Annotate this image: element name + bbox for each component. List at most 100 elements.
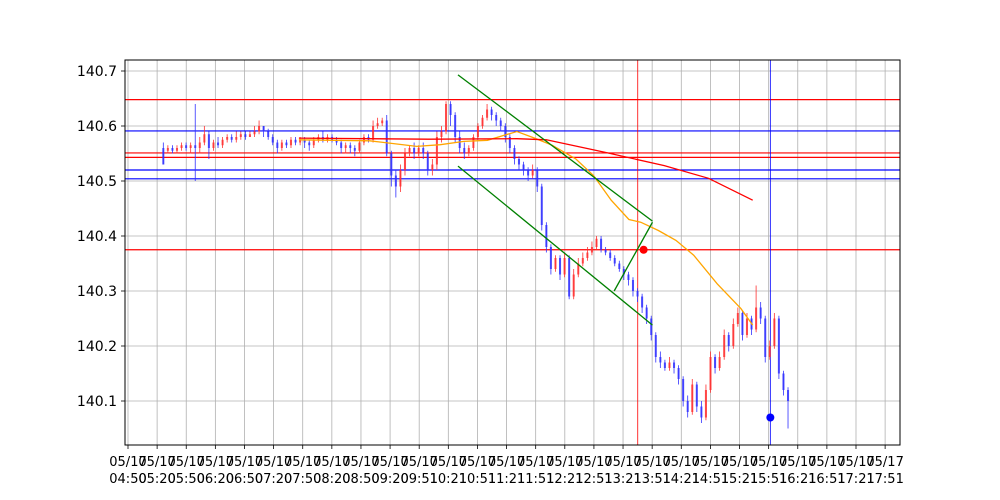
candle-body: [622, 269, 625, 275]
candle-body: [399, 170, 402, 187]
candle-body: [581, 258, 584, 264]
candle-body: [782, 373, 785, 390]
candle-body: [682, 379, 685, 401]
candle-body: [463, 148, 466, 154]
candle-body: [362, 137, 365, 143]
candle-body: [216, 142, 220, 146]
candle-body: [413, 148, 416, 154]
candle-body: [572, 274, 575, 297]
candle-body: [381, 120, 384, 124]
signal-marker: [766, 413, 775, 422]
candle-body: [289, 139, 293, 146]
candle-body: [353, 148, 356, 151]
x-tick-date: 05/17: [138, 455, 175, 470]
candle-body: [385, 120, 388, 154]
x-tick-time: 10:21: [430, 472, 467, 487]
candle-body: [358, 142, 361, 151]
candle-body: [486, 109, 489, 118]
x-tick-date: 05/17: [168, 455, 205, 470]
candle-body: [745, 318, 749, 335]
candle-body: [554, 258, 557, 269]
candle-body: [631, 280, 635, 291]
trend-line: [457, 165, 653, 326]
candle-body: [613, 258, 616, 264]
x-tick-time: 15:21: [721, 472, 758, 487]
candle-body: [759, 307, 762, 319]
x-tick-time: 13:21: [604, 472, 641, 487]
candle-body: [636, 291, 639, 297]
x-tick-time: 14:51: [692, 472, 729, 487]
x-tick-time: 08:50: [342, 472, 379, 487]
candle-body: [440, 131, 443, 137]
candle-body: [280, 142, 283, 148]
horizontal-levels: [125, 98, 900, 251]
candle-body: [472, 137, 475, 148]
candle-body: [768, 346, 771, 357]
x-tick-date: 05/17: [313, 455, 350, 470]
x-tick-date: 05/17: [721, 455, 758, 470]
x-tick-time: 13:51: [633, 472, 670, 487]
x-tick-time: 04:50: [109, 472, 146, 487]
x-tick-time: 16:51: [808, 472, 845, 487]
signal-marker: [639, 245, 648, 254]
candle-body: [773, 318, 776, 346]
candle-body: [695, 384, 698, 407]
candle-body: [285, 142, 288, 146]
candle-body: [504, 126, 507, 137]
candle-body: [755, 307, 758, 330]
candle-body: [732, 324, 735, 346]
candle-body: [212, 142, 215, 148]
candle-body: [171, 148, 174, 151]
candle-body: [376, 123, 379, 126]
x-tick-time: 15:51: [750, 472, 787, 487]
y-tick-label: 140.1: [77, 394, 117, 410]
candle-body: [422, 148, 425, 154]
candle-body: [189, 145, 192, 148]
y-tick-label: 140.4: [77, 229, 117, 245]
candle-body: [349, 145, 352, 148]
candle-body: [604, 249, 607, 253]
candle-body: [207, 134, 210, 148]
vertical-markers: [637, 60, 771, 445]
candle-body: [700, 406, 703, 418]
x-tick-date: 05/17: [197, 455, 234, 470]
candle-body: [586, 252, 589, 258]
y-tick-label: 140.3: [77, 284, 117, 300]
candle-body: [777, 318, 780, 374]
candle-body: [558, 258, 562, 275]
candle-body: [736, 313, 739, 324]
candle-body: [609, 252, 612, 258]
x-tick-time: 09:20: [371, 472, 408, 487]
x-tick-time: 09:51: [400, 472, 437, 487]
candle-body: [408, 148, 411, 154]
candle-body: [786, 390, 790, 401]
x-tick-date: 05/17: [604, 455, 641, 470]
candle-body: [180, 145, 183, 148]
candle-body: [718, 357, 721, 368]
candle-body: [262, 126, 265, 132]
grid: [125, 60, 900, 445]
signal-markers: [639, 245, 775, 422]
candle-body: [294, 139, 297, 143]
candle-body: [312, 139, 315, 146]
candle-body: [563, 258, 566, 275]
x-tick-date: 05/17: [692, 455, 729, 470]
x-tick-time: 17:21: [837, 472, 874, 487]
candle-body: [663, 362, 666, 368]
trend-line: [613, 221, 654, 292]
candle-body: [691, 384, 694, 412]
candle-body: [235, 137, 238, 140]
x-tick-time: 05:50: [168, 472, 205, 487]
candle-body: [198, 142, 201, 148]
candle-body: [244, 134, 247, 137]
candle-body: [267, 131, 270, 137]
x-tick-date: 05/17: [808, 455, 845, 470]
candle-body: [517, 159, 521, 165]
x-tick-time: 17:51: [866, 472, 903, 487]
candle-body: [590, 247, 593, 253]
moving-averages: [298, 130, 754, 326]
candle-body: [344, 145, 347, 148]
candle-body: [203, 134, 206, 143]
candle-body: [490, 109, 493, 115]
